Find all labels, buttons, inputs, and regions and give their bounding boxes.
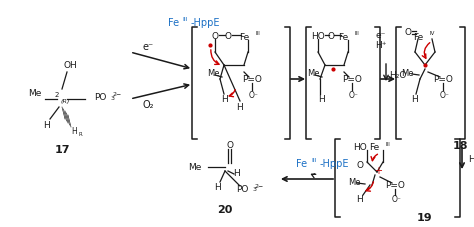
- Text: H⁺: H⁺: [375, 40, 387, 49]
- Text: H: H: [44, 121, 50, 130]
- Text: 3: 3: [111, 95, 115, 100]
- Text: Fe: Fe: [239, 32, 249, 41]
- Text: III: III: [182, 16, 188, 21]
- Text: III: III: [355, 30, 359, 35]
- Text: P=O: P=O: [342, 75, 362, 84]
- Text: Me: Me: [189, 163, 202, 172]
- Text: 3: 3: [253, 187, 257, 192]
- Text: H: H: [411, 95, 419, 104]
- Text: O: O: [356, 161, 364, 170]
- Text: Me: Me: [348, 178, 360, 187]
- Text: III: III: [255, 30, 260, 35]
- Text: H: H: [237, 102, 243, 111]
- Text: 2−: 2−: [112, 92, 122, 97]
- Text: PO: PO: [236, 185, 248, 194]
- Text: Fe: Fe: [296, 158, 307, 168]
- Text: H₂O: H₂O: [389, 70, 406, 79]
- Text: IV: IV: [429, 30, 435, 35]
- Text: III: III: [311, 157, 317, 162]
- Text: III: III: [385, 142, 391, 147]
- Text: H: H: [215, 183, 221, 192]
- Text: O: O: [227, 141, 234, 150]
- Text: O: O: [211, 31, 219, 40]
- Text: 19: 19: [417, 212, 433, 222]
- Text: O: O: [404, 27, 411, 36]
- Text: H: H: [222, 95, 228, 104]
- Text: Fe: Fe: [338, 32, 348, 41]
- Text: O⁻: O⁻: [249, 90, 259, 99]
- Text: e⁻: e⁻: [143, 42, 154, 52]
- Text: 2−: 2−: [255, 184, 264, 189]
- Text: P=O: P=O: [242, 75, 262, 84]
- Text: e⁻: e⁻: [376, 30, 386, 39]
- Text: PO: PO: [94, 93, 106, 102]
- Text: Fe: Fe: [168, 18, 179, 28]
- Text: 18: 18: [452, 140, 468, 150]
- Text: Me: Me: [401, 68, 413, 77]
- Text: O: O: [225, 31, 231, 40]
- Text: 2: 2: [55, 92, 59, 98]
- Text: 17: 17: [54, 144, 70, 154]
- Text: P=O: P=O: [385, 181, 405, 190]
- Text: Fe: Fe: [369, 143, 379, 152]
- Text: OH: OH: [63, 60, 77, 69]
- Text: Me: Me: [307, 69, 319, 78]
- Text: Me: Me: [28, 88, 42, 97]
- Text: H: H: [71, 127, 77, 136]
- Text: O⁻: O⁻: [349, 90, 359, 99]
- Text: H: H: [319, 95, 325, 104]
- Text: H⁺: H⁺: [468, 155, 474, 164]
- Text: +: +: [374, 165, 382, 175]
- Text: Me: Me: [207, 69, 219, 78]
- Text: 20: 20: [217, 204, 233, 214]
- Text: O: O: [328, 31, 335, 40]
- Text: HO: HO: [311, 31, 325, 40]
- Text: O⁻: O⁻: [392, 195, 402, 204]
- Text: HO: HO: [353, 143, 367, 152]
- Text: -HppE: -HppE: [320, 158, 349, 168]
- Text: O⁻: O⁻: [440, 90, 450, 99]
- Text: O₂: O₂: [142, 100, 154, 109]
- Text: H: H: [356, 195, 364, 204]
- Text: R: R: [78, 132, 82, 137]
- Text: (R): (R): [60, 99, 70, 104]
- Text: P=O: P=O: [433, 75, 453, 84]
- Text: H: H: [234, 168, 240, 177]
- Text: Fe: Fe: [413, 32, 423, 41]
- Text: -HppE: -HppE: [191, 18, 220, 28]
